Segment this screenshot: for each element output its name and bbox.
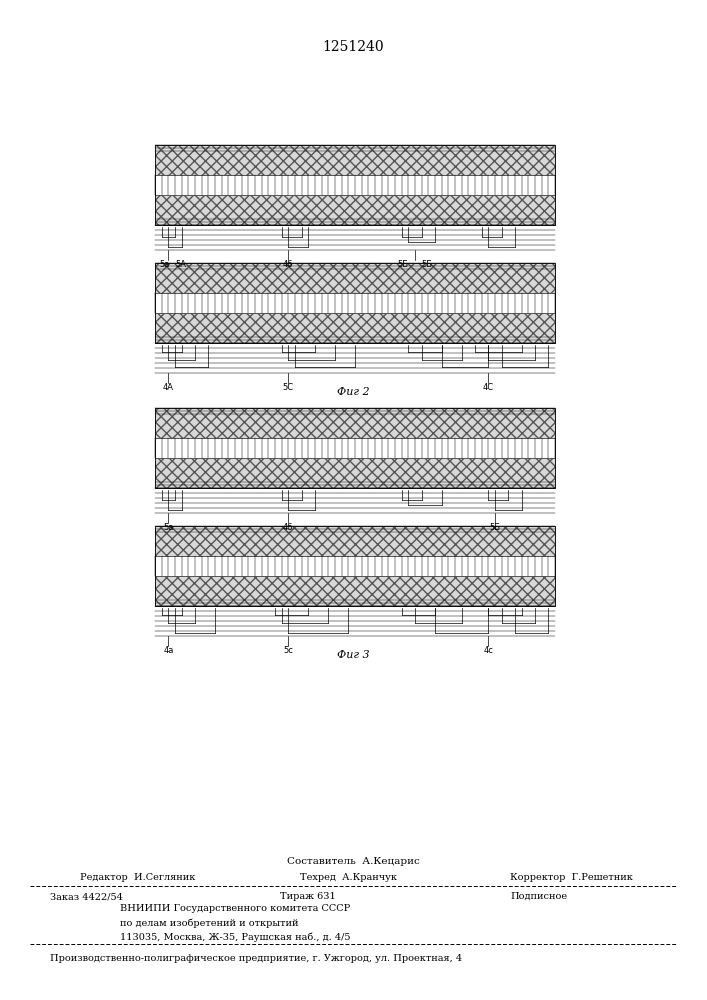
Text: Фиг 2: Фиг 2	[337, 387, 369, 397]
Text: 5А: 5А	[175, 260, 186, 269]
Text: 4б: 4б	[283, 523, 293, 532]
Text: 5С: 5С	[283, 383, 294, 392]
Text: Подписное: Подписное	[510, 892, 567, 901]
Bar	[155, 526, 555, 556]
Text: Тираж 631: Тираж 631	[280, 892, 336, 901]
Bar	[155, 576, 555, 606]
Text: 5Б: 5Б	[421, 260, 433, 269]
Text: 4С: 4С	[483, 383, 494, 392]
Text: 4б: 4б	[283, 260, 293, 269]
Text: 5а: 5а	[163, 523, 173, 532]
Text: по делам изобретений и открытий: по делам изобретений и открытий	[120, 918, 298, 928]
Bar	[155, 293, 555, 313]
Bar	[155, 263, 555, 293]
Text: Производственно-полиграфическое предприятие, г. Ужгород, ул. Проектная, 4: Производственно-полиграфическое предприя…	[50, 954, 462, 963]
Bar	[155, 313, 555, 343]
Text: 4А: 4А	[163, 383, 174, 392]
Text: 4с: 4с	[484, 646, 493, 655]
Text: 5Б: 5Б	[397, 260, 409, 269]
Text: 4а: 4а	[163, 646, 173, 655]
Bar	[155, 195, 555, 225]
Text: 113035, Москва, Ж-35, Раушская наб., д. 4/5: 113035, Москва, Ж-35, Раушская наб., д. …	[120, 932, 351, 942]
Text: 1251240: 1251240	[322, 40, 384, 54]
Bar	[155, 526, 555, 606]
Text: Фиг 3: Фиг 3	[337, 650, 369, 660]
Bar	[155, 145, 555, 175]
Text: Заказ 4422/54: Заказ 4422/54	[50, 892, 123, 901]
Text: 5с: 5с	[284, 646, 293, 655]
Text: Корректор  Г.Решетник: Корректор Г.Решетник	[510, 873, 633, 882]
Text: Техред  А.Кранчук: Техред А.Кранчук	[300, 873, 397, 882]
Text: 5а: 5а	[160, 260, 170, 269]
Text: ВНИИПИ Государственного комитета СССР: ВНИИПИ Государственного комитета СССР	[120, 904, 350, 913]
Bar	[155, 556, 555, 576]
Bar	[155, 438, 555, 458]
Bar	[155, 263, 555, 343]
Text: 5Б: 5Б	[489, 523, 501, 532]
Bar	[155, 175, 555, 195]
Bar	[155, 145, 555, 225]
Bar	[155, 458, 555, 488]
Bar	[155, 408, 555, 438]
Bar	[155, 408, 555, 488]
Text: Редактор  И.Сегляник: Редактор И.Сегляник	[80, 873, 195, 882]
Text: Составитель  А.Кецарис: Составитель А.Кецарис	[286, 857, 419, 866]
